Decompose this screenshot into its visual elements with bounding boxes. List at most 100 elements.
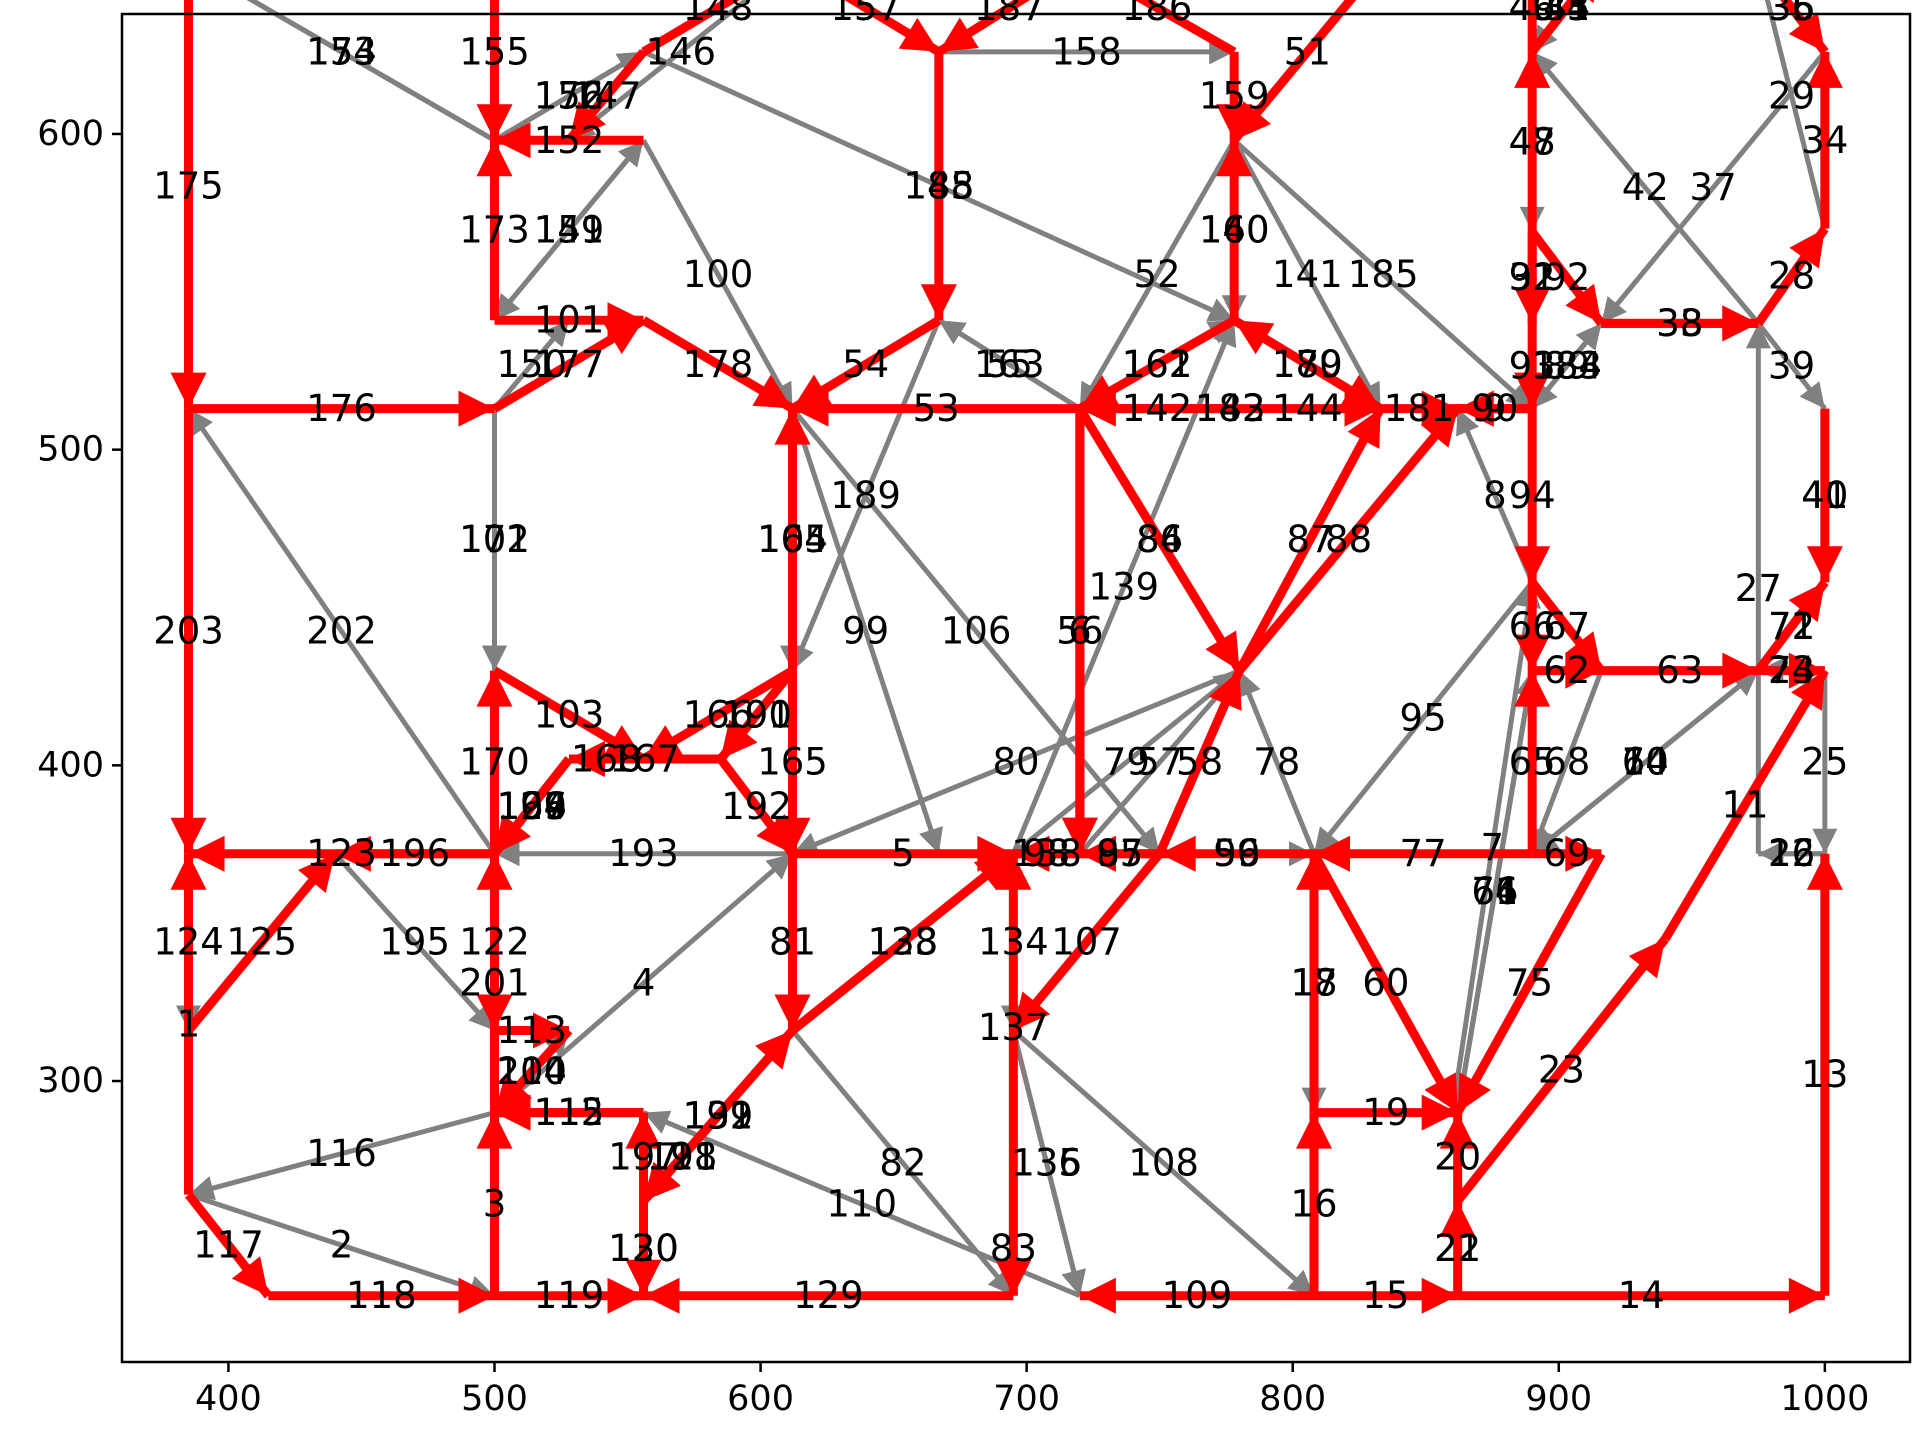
edge-178 [641,316,795,413]
edge-label-17: 17 [1290,962,1337,1005]
edge-label-136: 136 [1011,1142,1082,1185]
x-tick-label: 400 [195,1379,262,1419]
edge-label-130: 130 [608,1227,679,1270]
edge-label-121: 121 [647,1135,718,1178]
edge-label-2: 2 [330,1224,354,1267]
edge-label-144: 144 [1272,387,1343,430]
x-tick-label: 800 [1259,1379,1326,1419]
edge-label-13: 13 [1801,1053,1848,1096]
edge-label-95: 95 [1400,696,1447,739]
edge-label-202: 202 [306,610,377,653]
edge-label-125: 125 [226,921,297,964]
edge-108 [1011,1028,1316,1298]
edge-label-81: 81 [769,921,816,964]
edge-166 [641,666,795,763]
edge-label-177: 177 [534,343,605,386]
x-tick-label: 1000 [1780,1379,1869,1419]
edge-label-165: 165 [757,741,828,784]
edge-labels-layer: 1234567891011121314151617181920212223242… [153,0,1848,1317]
edge-185 [1232,138,1534,411]
edge-label-8: 8 [1483,474,1507,517]
edge-label-141: 141 [1272,253,1343,296]
edge-70 [1530,668,1760,856]
edge-label-92: 92 [1543,256,1590,299]
edge-label-70: 70 [1622,741,1669,784]
edge-label-23: 23 [1538,1048,1585,1091]
edge-label-110: 110 [826,1183,897,1226]
edge-label-114: 114 [496,1050,567,1093]
edge-label-71: 71 [1768,605,1815,648]
edge-label-162: 162 [1122,343,1193,386]
edge-label-184: 184 [1531,344,1602,387]
edge-label-161: 161 [1122,343,1193,386]
edge-label-127: 127 [496,785,567,828]
edge-label-203: 203 [153,610,224,653]
edge-label-94: 94 [1509,474,1556,517]
edge-187 [936,0,1031,56]
edge-label-85: 85 [1096,832,1143,875]
edge-label-19: 19 [1362,1091,1409,1134]
edge-label-118: 118 [346,1274,417,1317]
edge-88 [1236,405,1462,674]
edge-label-77: 77 [1400,832,1447,875]
edge-99 [790,407,943,855]
edge-label-169: 169 [496,785,567,828]
edge-label-14: 14 [1618,1274,1665,1317]
edge-label-28: 28 [1768,255,1815,298]
edge-label-111: 111 [647,1135,718,1178]
edge-label-90: 90 [1471,387,1518,430]
edge-label-178: 178 [683,343,754,386]
edge-label-105: 105 [757,518,828,561]
edge-label-82: 82 [879,1142,926,1185]
edge-label-64: 64 [1622,741,1669,784]
edge-label-11: 11 [1721,783,1768,826]
edge-label-149: 149 [534,209,605,252]
edge-label-133: 133 [868,921,939,964]
edge-label-57: 57 [1136,741,1183,784]
edge-label-113: 113 [496,1009,567,1052]
edge-label-115: 115 [534,1091,605,1134]
edge-label-160: 160 [1199,209,1270,252]
edge-label-22: 22 [1434,1227,1481,1270]
edge-label-47: 47 [1509,120,1556,163]
edge-4 [492,851,795,1115]
edge-label-194: 194 [496,785,567,828]
edge-95 [1312,580,1535,856]
edge-2 [187,1192,496,1300]
edge-label-7: 7 [1480,826,1504,869]
edge-86 [1076,406,1244,673]
edge-75 [1453,851,1606,1115]
edge-28 [1754,226,1829,326]
x-tick-label: 600 [727,1379,794,1419]
edge-label-37: 37 [1690,166,1737,209]
edge-label-200: 200 [496,1050,567,1093]
edge-label-124: 124 [153,921,224,964]
edge-label-190: 190 [721,693,792,736]
edge-label-60: 60 [1362,962,1409,1005]
edge-92 [1528,229,1605,327]
edge-label-48: 48 [1509,120,1556,163]
edge-52 [1077,139,1237,410]
edge-136 [1010,1029,1086,1297]
edge-116 [187,1110,496,1201]
edge-label-185: 185 [1348,253,1419,296]
edge-label-175: 175 [153,165,224,208]
edge-label-150: 150 [496,343,567,386]
edge-label-56: 56 [1056,610,1103,653]
edge-label-51: 51 [1284,30,1331,73]
edge-label-83: 83 [990,1227,1037,1270]
edge-37 [1599,50,1827,325]
edge-label-66: 66 [1509,605,1556,648]
edge-106 [790,407,1162,856]
edge-label-93: 93 [1509,344,1556,387]
edge-label-159: 159 [1199,75,1270,118]
edge-label-52: 52 [1133,253,1180,296]
edge-label-140: 140 [1199,209,1270,252]
edge-label-180: 180 [1272,343,1343,386]
edge-189 [790,319,942,672]
edge-label-42: 42 [1622,166,1669,209]
edge-51 [1230,0,1357,144]
edge-103 [492,666,646,763]
x-tick-label: 700 [993,1379,1060,1419]
